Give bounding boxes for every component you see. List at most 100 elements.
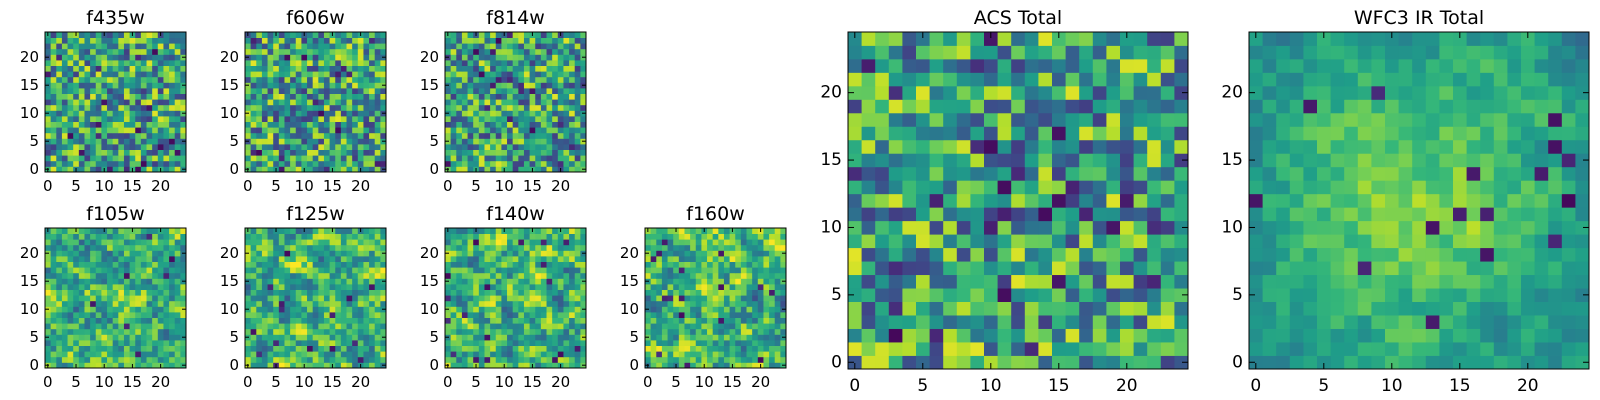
heatmap-cell bbox=[461, 323, 468, 330]
heatmap-cell bbox=[174, 261, 181, 268]
heatmap-cell bbox=[61, 362, 68, 369]
heatmap-cell bbox=[701, 261, 708, 268]
heatmap-cell bbox=[374, 138, 381, 145]
heatmap-cell bbox=[695, 256, 702, 262]
heatmap-cell bbox=[267, 334, 274, 341]
heatmap-cell bbox=[507, 261, 514, 268]
heatmap-cell bbox=[461, 233, 468, 240]
heatmap-cell bbox=[546, 43, 553, 50]
heatmap-cell bbox=[902, 220, 917, 235]
heatmap-cell bbox=[50, 239, 57, 246]
heatmap-cell bbox=[1174, 261, 1189, 276]
heatmap-cell bbox=[1065, 274, 1080, 289]
heatmap-cell bbox=[357, 295, 364, 302]
heatmap-cell bbox=[661, 323, 668, 330]
y-tick-label: 0 bbox=[29, 356, 39, 374]
heatmap-cell bbox=[107, 155, 114, 162]
heatmap-cell bbox=[56, 93, 63, 100]
heatmap-cell bbox=[774, 328, 781, 335]
heatmap-cell bbox=[323, 99, 330, 106]
heatmap-cell bbox=[245, 155, 252, 162]
heatmap-cell bbox=[1052, 166, 1066, 181]
heatmap-cell bbox=[557, 306, 564, 313]
heatmap-cell bbox=[95, 362, 102, 369]
heatmap-cell bbox=[763, 334, 770, 341]
heatmap-cell bbox=[56, 48, 63, 55]
y-tick-label: 0 bbox=[429, 356, 439, 374]
heatmap-cell bbox=[312, 82, 319, 89]
heatmap-cell bbox=[729, 334, 736, 341]
heatmap-cell bbox=[902, 301, 917, 316]
x-tick-label: 5 bbox=[71, 373, 81, 391]
heatmap-cell bbox=[273, 132, 280, 139]
heatmap-cell bbox=[557, 48, 564, 55]
heatmap-cell bbox=[507, 71, 514, 78]
heatmap-cell bbox=[278, 138, 285, 145]
heatmap-cell bbox=[301, 323, 308, 330]
heatmap-cell bbox=[273, 267, 280, 274]
heatmap-cell bbox=[101, 132, 108, 139]
heatmap-cell bbox=[180, 65, 187, 72]
heatmap-cell bbox=[357, 160, 364, 167]
heatmap-cell bbox=[357, 261, 364, 268]
heatmap-cell bbox=[290, 272, 297, 279]
heatmap-cell bbox=[245, 244, 252, 251]
heatmap-cell bbox=[84, 289, 91, 296]
heatmap-cell bbox=[56, 166, 63, 173]
heatmap-cell bbox=[673, 250, 680, 257]
heatmap-cell bbox=[307, 160, 314, 167]
y-tick-label: 10 bbox=[220, 300, 239, 318]
heatmap-cell bbox=[512, 88, 519, 94]
heatmap-cell bbox=[346, 345, 353, 352]
heatmap-cell bbox=[363, 351, 370, 358]
heatmap-cell bbox=[363, 121, 370, 128]
heatmap-cell bbox=[769, 345, 776, 352]
heatmap-cell bbox=[250, 289, 257, 296]
heatmap-cell bbox=[569, 278, 576, 285]
heatmap-cell bbox=[301, 65, 308, 72]
heatmap-cell bbox=[678, 250, 685, 257]
heatmap-cell bbox=[902, 328, 917, 343]
heatmap-cell bbox=[157, 65, 164, 72]
heatmap-cell bbox=[997, 288, 1012, 302]
heatmap-cell bbox=[374, 43, 381, 50]
heatmap-cell bbox=[518, 88, 525, 94]
heatmap-cell bbox=[174, 71, 181, 78]
heatmap-cell bbox=[484, 82, 491, 89]
heatmap-cell bbox=[45, 76, 52, 83]
heatmap-cell bbox=[512, 99, 519, 106]
heatmap-cell bbox=[535, 233, 542, 240]
heatmap-cell bbox=[574, 328, 581, 335]
heatmap-cell bbox=[129, 116, 136, 122]
heatmap-cell bbox=[569, 149, 576, 156]
heatmap-cell bbox=[118, 93, 125, 100]
heatmap-cell bbox=[346, 71, 353, 78]
heatmap-cell bbox=[335, 54, 342, 61]
heatmap-cell bbox=[101, 289, 108, 296]
heatmap-cell bbox=[301, 127, 308, 134]
heatmap-cell bbox=[523, 155, 530, 162]
heatmap-cell bbox=[73, 54, 80, 61]
heatmap-cell bbox=[129, 37, 136, 44]
heatmap-cell bbox=[580, 295, 587, 302]
heatmap-cell bbox=[943, 207, 958, 222]
heatmap-cell bbox=[346, 88, 353, 94]
heatmap-cell bbox=[318, 43, 325, 50]
heatmap-cell bbox=[267, 60, 274, 66]
heatmap-cell bbox=[84, 48, 91, 55]
heatmap-cell bbox=[352, 345, 359, 352]
heatmap-cell bbox=[729, 328, 736, 335]
heatmap-cell bbox=[563, 121, 570, 128]
heatmap-cell bbox=[518, 37, 525, 44]
heatmap-cell bbox=[902, 193, 917, 208]
heatmap-cell bbox=[650, 334, 657, 341]
y-tick-label: 20 bbox=[220, 48, 239, 66]
heatmap-cell bbox=[112, 32, 119, 38]
heatmap-cell bbox=[140, 60, 147, 66]
heatmap-cell bbox=[169, 295, 176, 302]
heatmap-cell bbox=[295, 121, 302, 128]
heatmap-cell bbox=[456, 138, 463, 145]
heatmap-cell bbox=[735, 233, 742, 240]
heatmap-cell bbox=[250, 166, 257, 173]
heatmap-cell bbox=[256, 110, 263, 117]
